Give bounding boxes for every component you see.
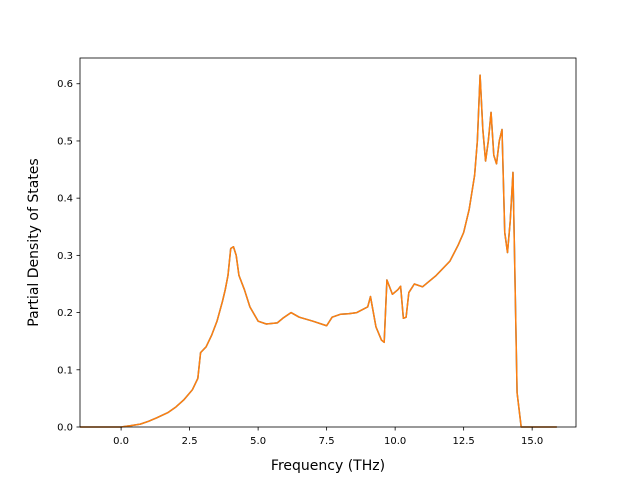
x-tick-label: 10.0 (384, 436, 406, 447)
y-tick-label: 0.0 (57, 423, 73, 434)
x-tick-label: 2.5 (182, 436, 198, 447)
y-tick-label: 0.1 (57, 365, 73, 376)
y-tick-label: 0.6 (57, 79, 73, 90)
y-axis-title: Partial Density of States (26, 158, 42, 326)
y-tick-label: 0.2 (57, 308, 73, 319)
y-tick-label: 0.5 (57, 136, 73, 147)
x-axis: 0.0 2.5 5.0 7.5 10.0 12.5 15.0 (113, 427, 543, 447)
y-tick-label: 0.3 (57, 251, 73, 262)
y-axis: 0.0 0.1 0.2 0.3 0.4 0.5 0.6 (57, 79, 80, 434)
plot-area (80, 74, 557, 428)
x-tick-label: 0.0 (113, 436, 129, 447)
x-tick-label: 7.5 (319, 436, 335, 447)
axes-frame (79, 57, 577, 428)
x-tick-label: 15.0 (521, 436, 543, 447)
series-line-1 (80, 74, 557, 428)
x-tick-label: 5.0 (250, 436, 266, 447)
y-tick-label: 0.4 (57, 194, 73, 205)
x-tick-label: 12.5 (453, 436, 475, 447)
x-axis-title: Frequency (THz) (271, 458, 385, 474)
